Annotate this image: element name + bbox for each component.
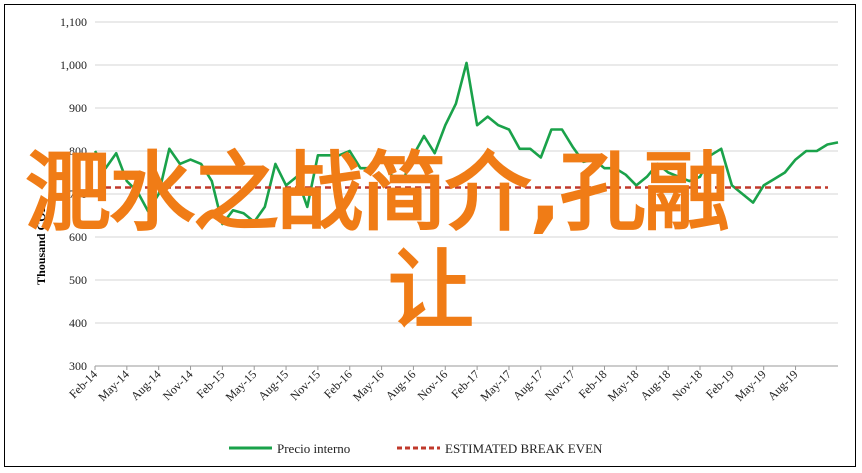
x-tick-label: May-15 bbox=[223, 367, 260, 404]
overlay-title-line1: 淝水之战简介,孔融 bbox=[25, 143, 730, 243]
y-tick-label: 600 bbox=[69, 230, 87, 244]
x-tick-label: Aug-18 bbox=[637, 367, 673, 403]
y-tick-label: 1,100 bbox=[60, 15, 87, 29]
x-tick-label: May-17 bbox=[477, 367, 514, 404]
chart-frame bbox=[4, 4, 856, 467]
x-tick-label: Nov-17 bbox=[542, 367, 578, 403]
y-axis-label: Thousand COP bbox=[34, 205, 48, 285]
x-tick-label: Aug-17 bbox=[510, 367, 546, 403]
x-tick-label: Feb-19 bbox=[703, 367, 737, 401]
legend-label-break-even: ESTIMATED BREAK EVEN bbox=[445, 441, 603, 456]
x-tick-label: Aug-14 bbox=[128, 367, 164, 403]
x-tick-label: Feb-17 bbox=[448, 367, 482, 401]
y-tick-label: 800 bbox=[69, 144, 87, 158]
y-tick-labels: 300 400 500 600 700 800 900 1,000 1,100 bbox=[60, 15, 87, 373]
y-tick-label: 700 bbox=[69, 187, 87, 201]
x-tick-label: Aug-16 bbox=[383, 367, 419, 403]
overlay-title-line2: 让 bbox=[388, 241, 474, 341]
x-tick-label: Aug-15 bbox=[255, 367, 291, 403]
x-tick-label: Nov-18 bbox=[669, 367, 705, 403]
y-tick-label: 900 bbox=[69, 101, 87, 115]
x-tick-label: Feb-15 bbox=[194, 367, 228, 401]
gridlines bbox=[95, 21, 838, 324]
x-tick-labels: Feb-14May-14Aug-14Nov-14Feb-15May-15Aug-… bbox=[66, 367, 800, 404]
axes bbox=[94, 365, 838, 370]
x-tick-label: Feb-16 bbox=[321, 367, 355, 401]
y-tick-label: 1,000 bbox=[60, 58, 87, 72]
x-tick-label: Nov-14 bbox=[160, 367, 196, 403]
legend: Precio interno ESTIMATED BREAK EVEN bbox=[229, 441, 603, 456]
x-tick-label: May-14 bbox=[95, 367, 132, 404]
series-line-precio-interno bbox=[93, 61, 839, 226]
x-tick-label: Nov-16 bbox=[415, 367, 451, 403]
x-tick-label: May-18 bbox=[605, 367, 642, 404]
y-tick-label: 300 bbox=[69, 359, 87, 373]
x-tick-label: Nov-15 bbox=[287, 367, 323, 403]
x-tick-label: Aug-19 bbox=[765, 367, 801, 403]
legend-label-precio-interno: Precio interno bbox=[277, 441, 350, 456]
x-tick-label: May-19 bbox=[732, 367, 769, 404]
y-tick-label: 400 bbox=[69, 316, 87, 330]
y-tick-label: 500 bbox=[69, 273, 87, 287]
x-tick-label: Feb-18 bbox=[576, 367, 610, 401]
x-tick-label: May-16 bbox=[350, 367, 387, 404]
series-lines bbox=[93, 61, 839, 226]
